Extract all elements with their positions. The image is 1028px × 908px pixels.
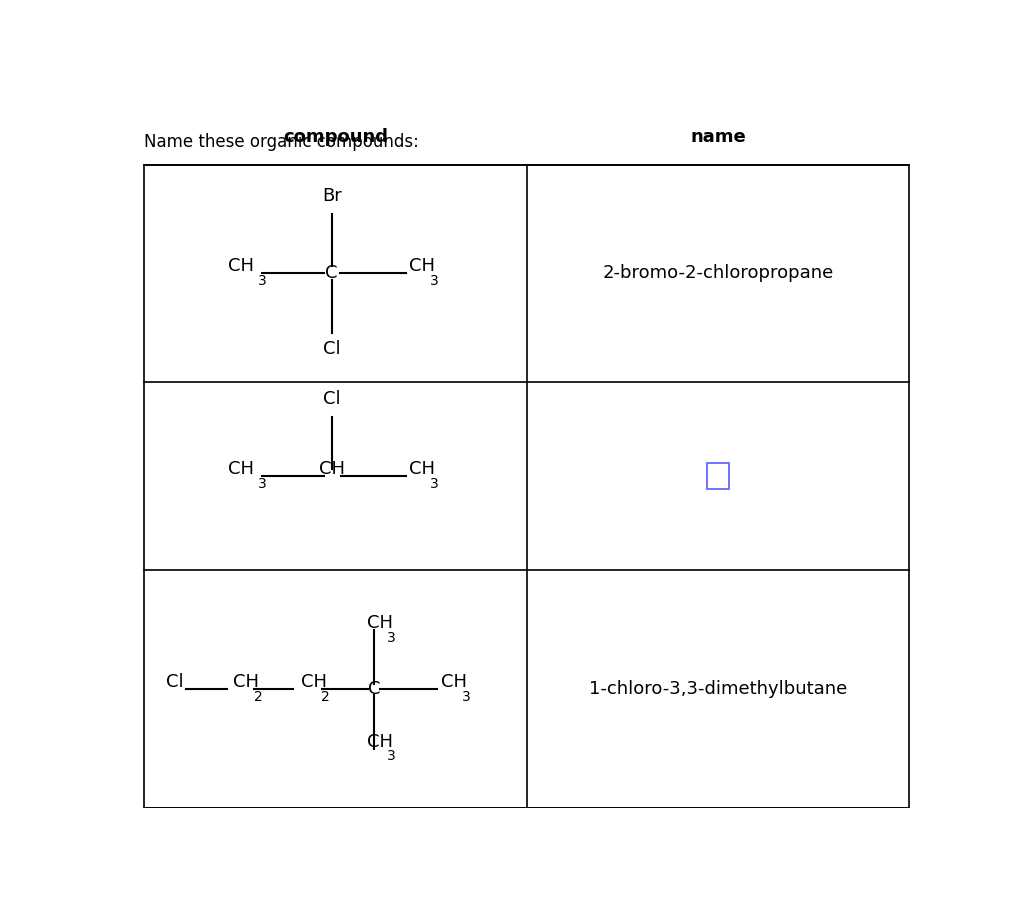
Text: 3: 3 [430, 477, 438, 490]
Text: CH: CH [367, 614, 393, 632]
Text: CH: CH [409, 460, 435, 478]
Text: 3: 3 [388, 749, 396, 764]
Text: 3: 3 [388, 630, 396, 645]
Text: 1-chloro-3,3-dimethylbutane: 1-chloro-3,3-dimethylbutane [589, 680, 847, 698]
Text: Name these organic compounds:: Name these organic compounds: [144, 133, 419, 152]
Text: C: C [326, 264, 338, 282]
Text: 3: 3 [258, 477, 266, 490]
Bar [707, 463, 729, 489]
Text: Br: Br [322, 187, 341, 205]
Text: 2: 2 [254, 690, 262, 704]
Text: CH: CH [319, 460, 344, 478]
Text: CH: CH [228, 460, 254, 478]
Text: CH: CH [441, 673, 467, 691]
Text: CH: CH [300, 673, 327, 691]
Text: 2: 2 [322, 690, 330, 704]
Text: C: C [368, 680, 380, 698]
Text: Cl: Cl [323, 340, 340, 358]
Text: 3: 3 [462, 690, 470, 704]
Text: CH: CH [367, 733, 393, 751]
Text: CH: CH [233, 673, 259, 691]
Text: Cl: Cl [166, 673, 184, 691]
Text: CH: CH [228, 257, 254, 275]
Text: 3: 3 [430, 274, 438, 288]
Text: name: name [690, 128, 746, 146]
Text: compound: compound [283, 128, 389, 146]
Text: 2-bromo-2-chloropropane: 2-bromo-2-chloropropane [602, 264, 834, 282]
Text: 3: 3 [258, 274, 266, 288]
Text: Cl: Cl [323, 390, 340, 409]
Text: CH: CH [409, 257, 435, 275]
